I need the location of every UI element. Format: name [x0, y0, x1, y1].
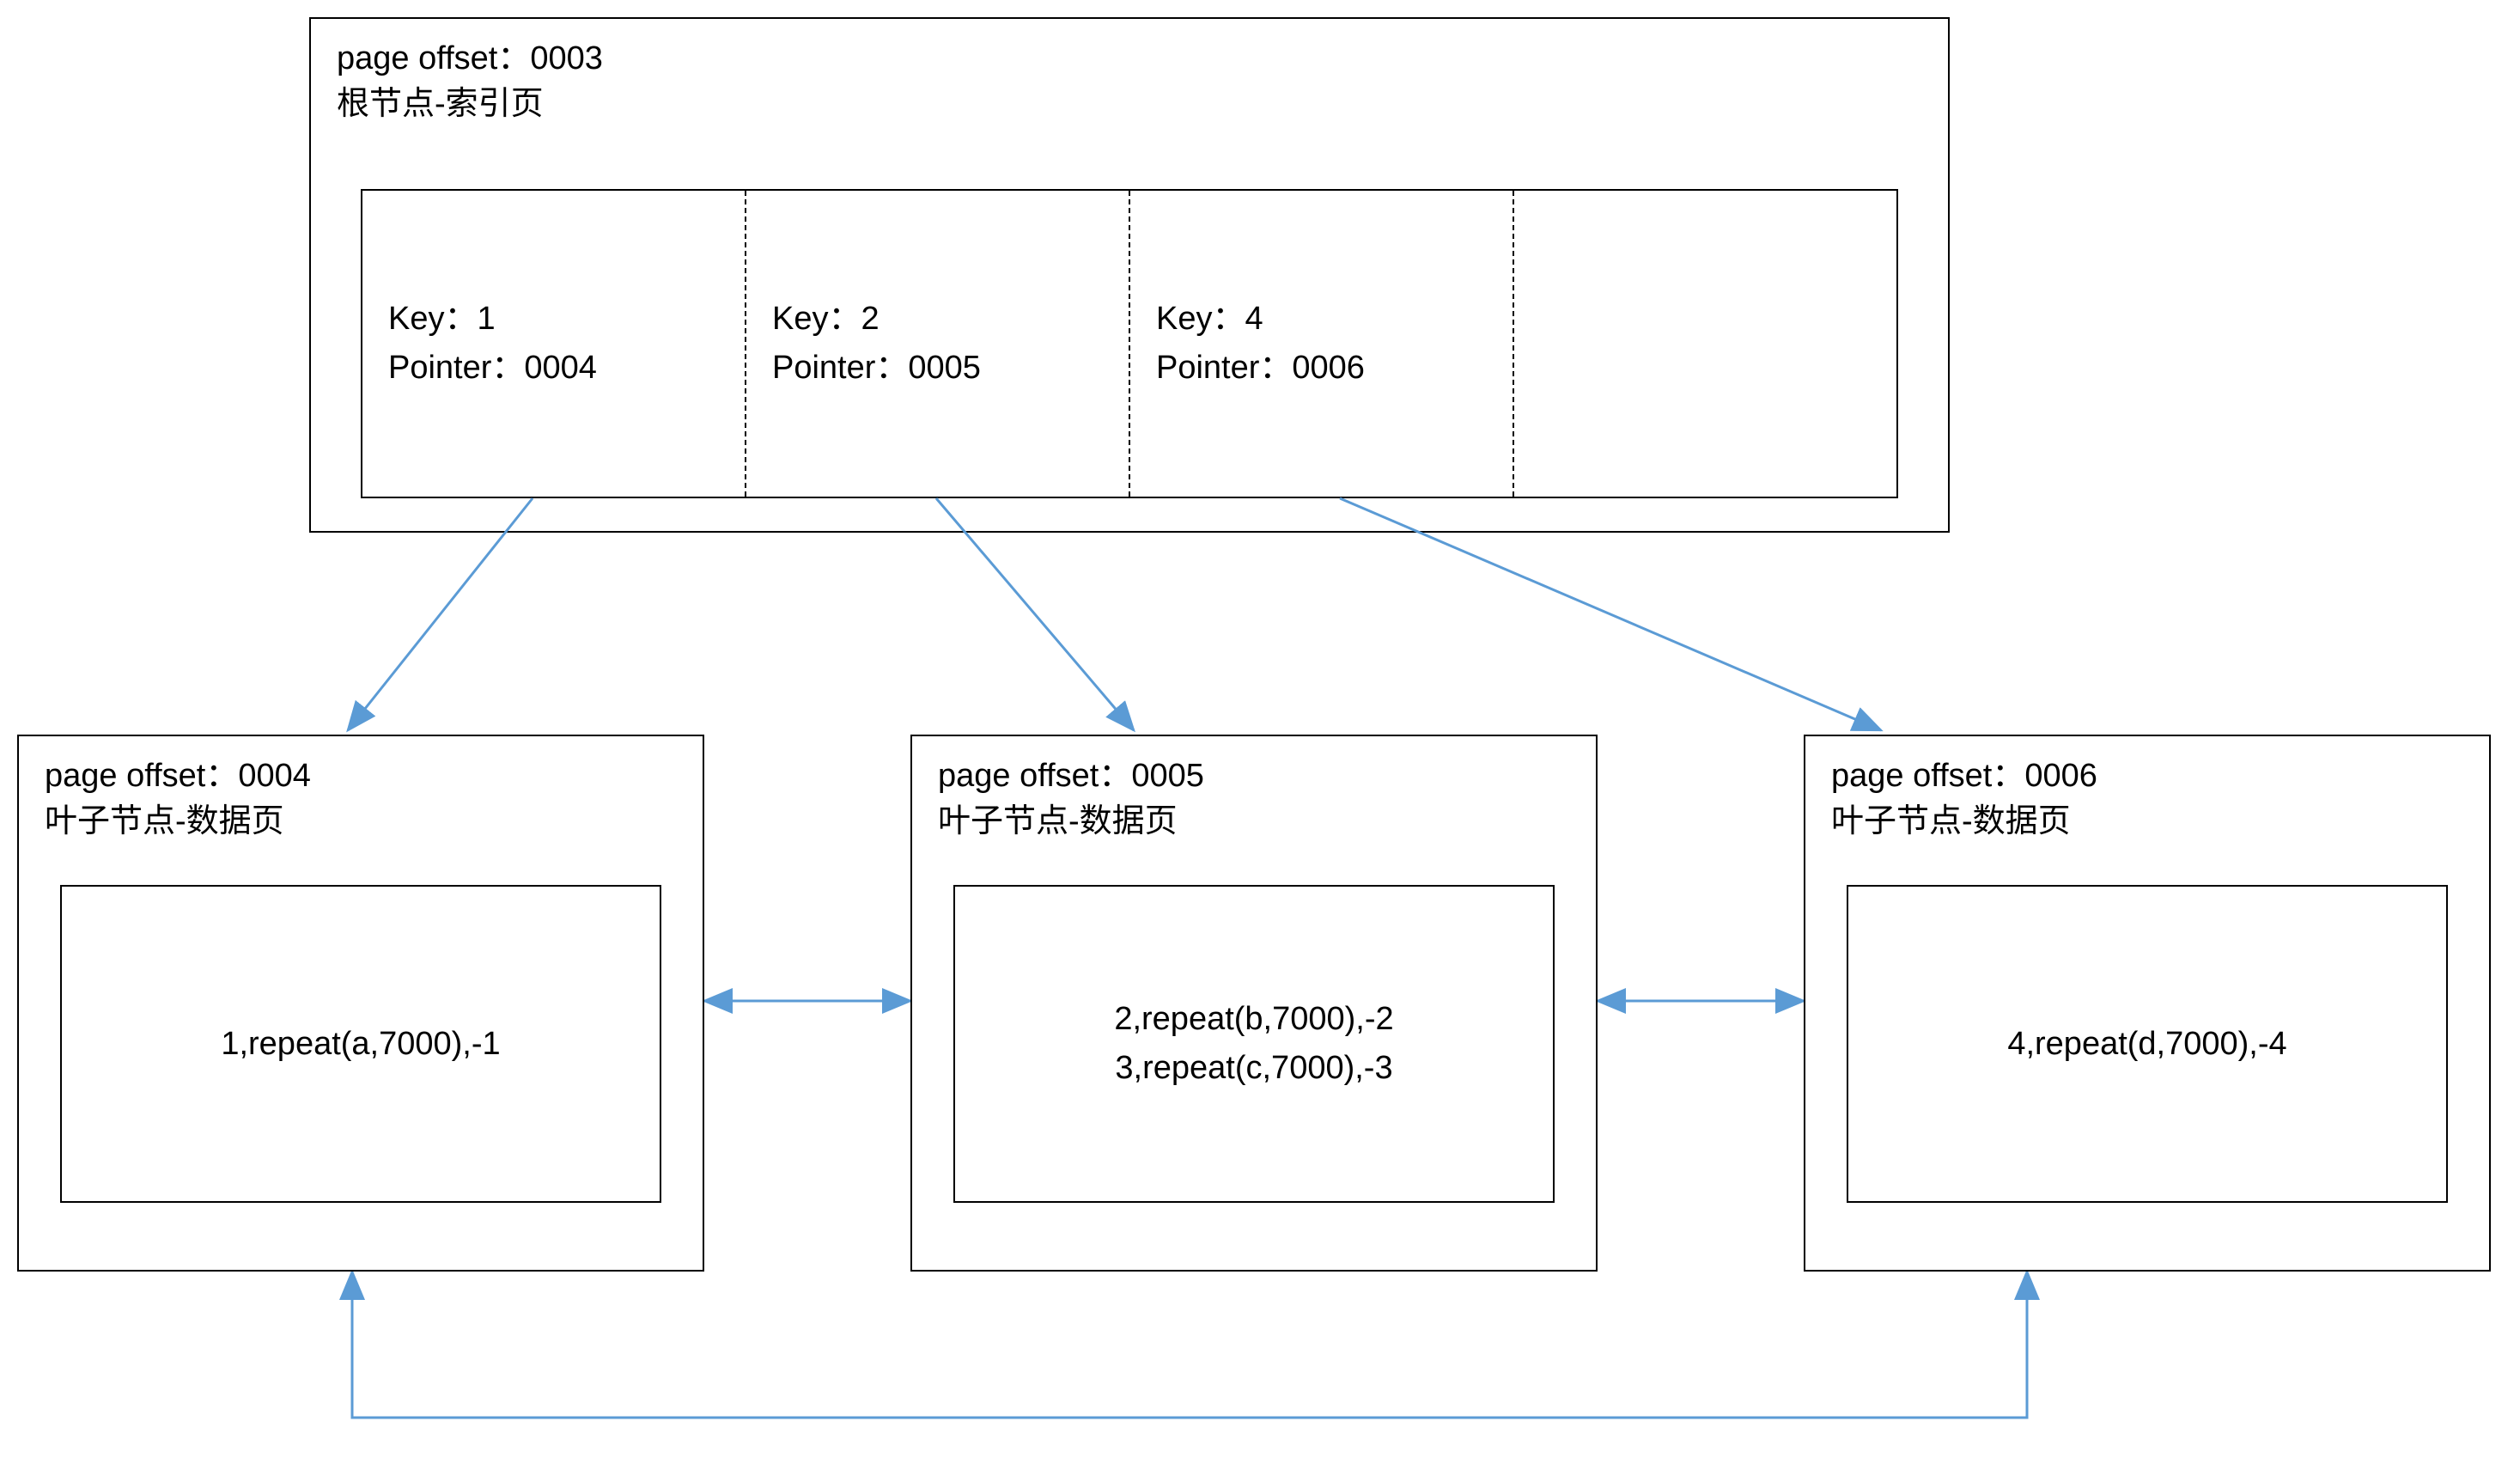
index-cell-key: Key：2	[772, 295, 1129, 344]
leaf-subtitle: 叶子节点-数据页	[1831, 799, 2463, 845]
leaf-data-box-0: 1,repeat(a,7000),-1	[60, 885, 661, 1203]
index-cell-key: Key：1	[388, 295, 745, 344]
index-cell-1: Key：2Pointer：0005	[746, 191, 1130, 497]
leaf-header: page offset：0004叶子节点-数据页	[19, 736, 703, 853]
leaf-page-offset: page offset：0005	[938, 753, 1570, 799]
leaf-subtitle: 叶子节点-数据页	[938, 799, 1570, 845]
index-cell-2: Key：4Pointer：0006	[1130, 191, 1514, 497]
index-cell-pointer: Pointer：0004	[388, 344, 745, 393]
leaf-header: page offset：0006叶子节点-数据页	[1805, 736, 2489, 853]
leaf-data-row: 4,repeat(d,7000),-4	[2007, 1020, 2286, 1069]
leaf-data-box-1: 2,repeat(b,7000),-23,repeat(c,7000),-3	[953, 885, 1555, 1203]
leaf-page-offset: page offset：0006	[1831, 753, 2463, 799]
leaf-data-box-2: 4,repeat(d,7000),-4	[1847, 885, 2448, 1203]
leaf-subtitle: 叶子节点-数据页	[45, 799, 677, 845]
leaf-data-row: 3,repeat(c,7000),-3	[1115, 1044, 1392, 1093]
root-subtitle: 根节点-索引页	[337, 82, 1922, 127]
root-page-offset: page offset：0003	[337, 36, 1922, 82]
index-cell-pointer: Pointer：0006	[1156, 344, 1513, 393]
index-cell-key: Key：4	[1156, 295, 1513, 344]
leaf-header: page offset：0005叶子节点-数据页	[912, 736, 1596, 853]
index-row: Key：1Pointer：0004Key：2Pointer：0005Key：4P…	[361, 189, 1898, 498]
leaf-data-row: 1,repeat(a,7000),-1	[221, 1020, 500, 1069]
index-cell-3	[1514, 191, 1896, 497]
root-header: page offset：0003 根节点-索引页	[311, 19, 1948, 136]
index-cell-pointer: Pointer：0005	[772, 344, 1129, 393]
index-cell-0: Key：1Pointer：0004	[362, 191, 746, 497]
leaf-data-row: 2,repeat(b,7000),-2	[1114, 995, 1393, 1044]
leaf-page-offset: page offset：0004	[45, 753, 677, 799]
